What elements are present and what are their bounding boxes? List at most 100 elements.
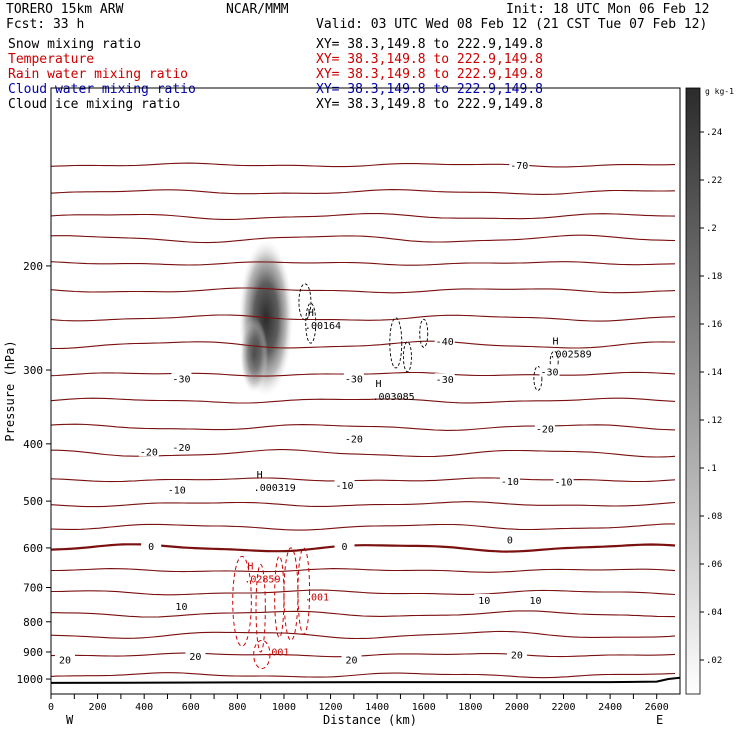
isotherm-label: -20 bbox=[536, 425, 554, 436]
x-tick-label: 1600 bbox=[412, 702, 436, 713]
x-tick-label: 1400 bbox=[365, 702, 389, 713]
isotherm-line bbox=[51, 589, 676, 596]
isotherm-line bbox=[51, 397, 676, 404]
x-tick-label: 200 bbox=[89, 702, 107, 713]
rain-contour bbox=[253, 639, 271, 670]
x-axis-left-end: W bbox=[66, 713, 74, 727]
isotherm-line bbox=[51, 287, 676, 294]
cloud-ice-contour bbox=[305, 302, 317, 344]
x-axis-label: Distance (km) bbox=[323, 713, 417, 727]
isotherm-line bbox=[51, 234, 676, 244]
maximum-marker: H bbox=[257, 470, 263, 481]
isotherm-line bbox=[51, 568, 676, 573]
maximum-marker: H bbox=[553, 337, 559, 348]
field-label-cloud-ice: Cloud ice mixing ratio bbox=[8, 97, 180, 112]
isotherm-label: 0 bbox=[507, 536, 513, 547]
isotherm-label-bg bbox=[343, 432, 364, 444]
isotherm-label-bg bbox=[539, 365, 560, 377]
y-tick-label: 800 bbox=[23, 616, 43, 629]
y-tick-label: 1000 bbox=[17, 673, 44, 686]
isotherm-label: 20 bbox=[511, 651, 523, 662]
isotherm-line bbox=[51, 610, 675, 618]
contour-labels: -70 -40 -30 -30 -30 -30 -20 -20 -20 -20 -10 -10 -10 -… bbox=[54, 159, 592, 666]
isotherm-label-bg bbox=[499, 533, 520, 545]
isotherm-label-bg bbox=[506, 648, 527, 660]
x-tick-label: 600 bbox=[182, 702, 200, 713]
colorbar-tick-label: .06 bbox=[706, 560, 722, 570]
y-axis-label: Pressure (hPa) bbox=[3, 340, 17, 441]
y-tick-label: 700 bbox=[23, 581, 43, 594]
isotherm-label: 20 bbox=[345, 655, 357, 666]
maximum-value: .000319 bbox=[254, 483, 296, 494]
isotherm-label: -20 bbox=[345, 435, 363, 446]
field-xy-cloud-water: XY= 38.3,149.8 to 222.9,149.8 bbox=[316, 82, 543, 97]
x-tick-label: 2600 bbox=[645, 702, 669, 713]
isotherm-label-bg bbox=[54, 653, 75, 665]
isotherm-line bbox=[51, 314, 676, 322]
rain-contours bbox=[232, 547, 311, 670]
y-tick-label: 600 bbox=[23, 542, 43, 555]
rain-contour bbox=[297, 547, 311, 635]
cloud-ice-contour bbox=[533, 365, 543, 391]
y-tick-label: 400 bbox=[23, 438, 43, 451]
x-axis-right-end: E bbox=[656, 713, 663, 727]
field-xy-cloud-ice: XY= 38.3,149.8 to 222.9,149.8 bbox=[316, 97, 543, 112]
header: TORERO 15km ARW NCAR/MMM Init: 18 UTC Mo… bbox=[6, 2, 710, 32]
field-label-rain: Rain water mixing ratio bbox=[8, 67, 188, 82]
y-tick-label: 200 bbox=[23, 260, 43, 273]
isotherm-label-bg bbox=[334, 479, 355, 491]
isotherm-label-bg bbox=[171, 441, 192, 453]
colorbar-tick-label: .08 bbox=[706, 512, 722, 522]
isotherm-label: -10 bbox=[554, 477, 572, 488]
rain-contour bbox=[232, 555, 252, 647]
cloud-ice-contour bbox=[402, 341, 412, 373]
isotherm-label: -30 bbox=[172, 374, 190, 385]
field-label-temperature: Temperature bbox=[8, 52, 94, 67]
isotherm-label: -30 bbox=[345, 374, 363, 385]
isotherm-label-bg bbox=[171, 600, 192, 612]
colorbar-tick-label: .12 bbox=[706, 416, 722, 426]
colorbar-unit: g kg-1 bbox=[705, 87, 734, 96]
field-xy-temperature: XY= 38.3,149.8 to 222.9,149.8 bbox=[316, 52, 543, 67]
cloud-ice-contour bbox=[419, 318, 429, 348]
isotherm-label: 0 bbox=[342, 542, 348, 553]
colorbar-tick-label: .02 bbox=[706, 656, 722, 666]
isotherm-label: 20 bbox=[189, 652, 201, 663]
isotherm-line bbox=[51, 261, 676, 266]
valid-time: Valid: 03 UTC Wed 08 Feb 12 (21 CST Tue … bbox=[316, 17, 707, 32]
x-axis: 0 200 400 600 800 1000 1200 1400 1600 1800 2000 220… bbox=[48, 694, 669, 713]
isotherm-line bbox=[51, 652, 676, 658]
x-tick-label: 0 bbox=[48, 702, 54, 713]
isotherm-label-bg bbox=[185, 649, 206, 661]
colorbar-tick-label: .1 bbox=[706, 464, 717, 474]
isotherm-line bbox=[51, 523, 675, 531]
y-tick-label: 500 bbox=[23, 495, 43, 508]
model-title: TORERO 15km ARW bbox=[6, 2, 124, 17]
isotherm-label-bg bbox=[171, 372, 192, 384]
isotherm-label: -10 bbox=[501, 477, 519, 488]
isotherm-label-bg bbox=[534, 422, 555, 434]
colorbar-tick-label: .18 bbox=[706, 272, 722, 282]
rain-contour-label: .001 bbox=[265, 647, 289, 658]
isotherm-line bbox=[51, 340, 676, 350]
isotherm-line bbox=[51, 162, 676, 168]
maximum-value: .02859 bbox=[244, 574, 280, 585]
isotherm-label: 10 bbox=[478, 596, 490, 607]
y-tick-label: 900 bbox=[23, 646, 43, 659]
isotherm-label-bg bbox=[499, 474, 520, 486]
isotherm-label-bg bbox=[434, 373, 455, 385]
isotherm-label: 20 bbox=[59, 655, 71, 666]
isotherm-label-bg bbox=[553, 475, 574, 487]
field-xy-snow: XY= 38.3,149.8 to 222.9,149.8 bbox=[316, 37, 543, 52]
y-axis: 200 300 400 500 600 700 800 900 1000 bbox=[17, 260, 51, 686]
colorbar-tick-label: .22 bbox=[706, 176, 722, 186]
field-label-snow: Snow mixing ratio bbox=[8, 37, 141, 52]
x-tick-label: 2200 bbox=[551, 702, 575, 713]
colorbar-tick-label: .2 bbox=[706, 224, 717, 234]
snow-core bbox=[240, 317, 268, 393]
maximum-marker: H bbox=[308, 308, 314, 319]
x-tick-label: 1200 bbox=[319, 702, 343, 713]
maximum-marker: H bbox=[247, 561, 253, 572]
isotherm-label: -20 bbox=[172, 443, 190, 454]
